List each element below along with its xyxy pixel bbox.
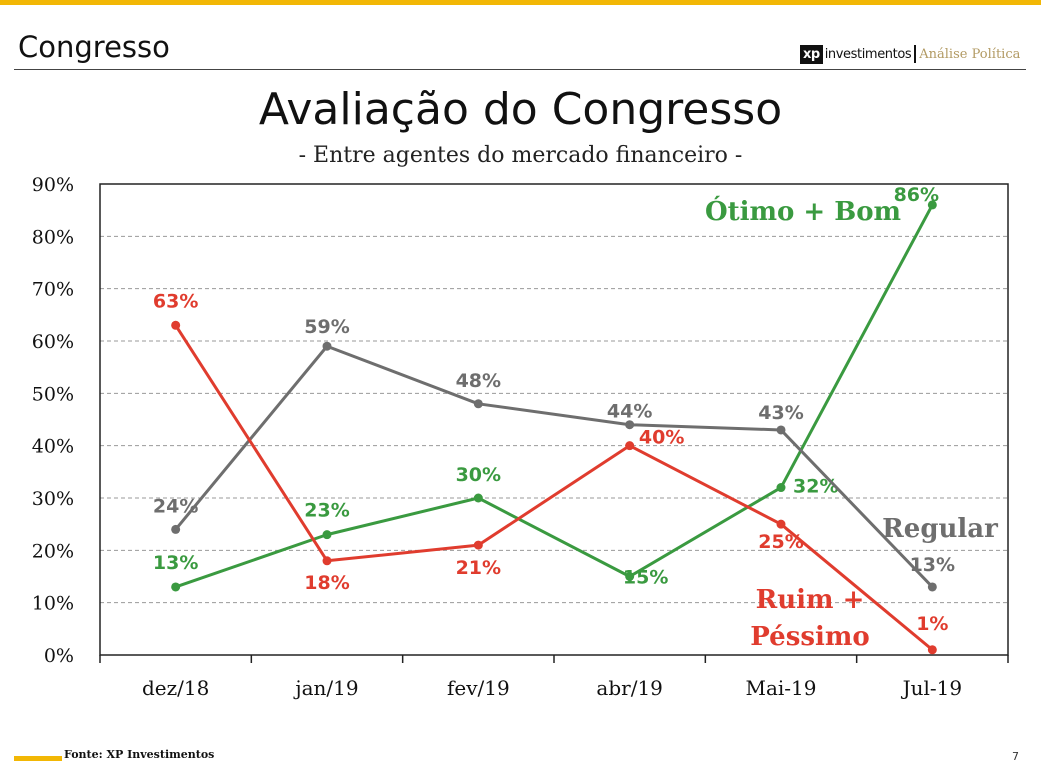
data-point xyxy=(927,582,937,592)
data-point xyxy=(625,420,635,430)
chart-subtitle: - Entre agentes do mercado financeiro - xyxy=(298,143,743,168)
data-label: 30% xyxy=(456,464,501,486)
series-name-regular: Regular xyxy=(882,514,998,544)
x-tick-label: abr/19 xyxy=(596,676,662,700)
y-tick-label: 20% xyxy=(32,540,74,562)
header-rule xyxy=(14,69,1026,70)
data-point xyxy=(473,399,483,409)
series-name-ruim-pessimo: Ruim + Péssimo xyxy=(750,585,869,652)
data-point xyxy=(473,540,483,550)
data-label: 44% xyxy=(607,401,652,423)
data-point xyxy=(776,483,786,493)
y-tick-label: 30% xyxy=(32,488,74,510)
xp-logo: xp investimentos Análise Política xyxy=(800,43,1020,65)
data-label: 24% xyxy=(153,495,198,517)
series-line xyxy=(174,344,934,589)
data-point xyxy=(927,645,937,655)
x-tick-label: fev/19 xyxy=(447,676,510,700)
data-label: 43% xyxy=(758,402,803,424)
data-point xyxy=(322,530,332,540)
data-point xyxy=(322,556,332,566)
series-name-otimo-bom: Ótimo + Bom xyxy=(705,195,901,227)
series-line xyxy=(175,204,934,589)
section-title: Congresso xyxy=(18,30,170,64)
footer-accent-bar xyxy=(14,756,62,761)
x-tick-label: Mai-19 xyxy=(745,676,816,700)
data-label: 25% xyxy=(758,531,803,553)
data-label: 48% xyxy=(456,370,501,392)
data-point xyxy=(927,200,937,210)
data-point xyxy=(625,572,635,581)
page-number: 7 xyxy=(1012,750,1019,763)
y-tick-label: 10% xyxy=(32,593,74,615)
y-tick-label: 70% xyxy=(32,279,74,301)
x-tick-label: Jul-19 xyxy=(901,676,963,700)
logo-company-name: investimentos xyxy=(824,46,912,62)
data-label: 86% xyxy=(894,184,939,206)
data-label: 23% xyxy=(304,500,349,522)
data-point xyxy=(322,341,332,351)
data-label: 13% xyxy=(910,554,955,576)
data-point xyxy=(473,493,483,503)
data-point xyxy=(776,519,786,529)
y-tick-label: 80% xyxy=(32,226,74,248)
data-point xyxy=(171,582,181,592)
data-point xyxy=(171,524,181,534)
data-label: 18% xyxy=(304,572,349,594)
y-tick-label: 0% xyxy=(44,645,74,667)
footer-source: Fonte: XP Investimentos xyxy=(64,748,215,761)
series-line xyxy=(174,324,934,651)
y-tick-label: 40% xyxy=(32,436,74,458)
x-tick-label: jan/19 xyxy=(293,676,358,700)
data-label: 32% xyxy=(793,476,838,498)
data-point xyxy=(776,425,786,435)
data-label: 13% xyxy=(153,552,198,574)
y-tick-label: 90% xyxy=(32,174,74,196)
data-label: 63% xyxy=(153,290,198,312)
top-accent-bar xyxy=(0,0,1041,5)
logo-divider xyxy=(914,45,917,63)
data-label: 1% xyxy=(916,613,948,635)
y-tick-label: 60% xyxy=(32,331,74,353)
logo-tagline: Análise Política xyxy=(919,46,1021,62)
x-tick-label: dez/18 xyxy=(142,676,209,700)
data-point xyxy=(171,320,181,330)
data-label: 59% xyxy=(304,316,349,338)
data-point xyxy=(625,441,635,451)
logo-xp-mark: xp xyxy=(800,44,823,64)
data-label: 15% xyxy=(623,567,668,589)
data-label: 40% xyxy=(639,427,684,449)
chart-title: Avaliação do Congresso xyxy=(258,84,783,135)
y-tick-label: 50% xyxy=(32,383,74,405)
data-label: 21% xyxy=(456,557,501,579)
